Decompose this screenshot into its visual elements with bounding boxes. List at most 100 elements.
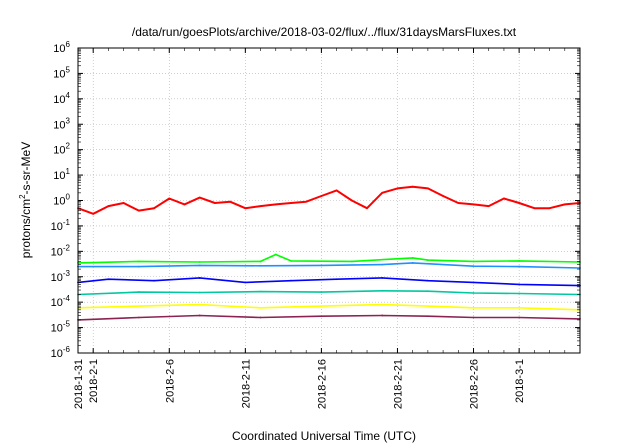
series-point (518, 283, 521, 286)
y-tick-label-exponent: -3 (63, 269, 71, 278)
y-tick-label: 10-3 (51, 269, 71, 284)
series-point (411, 257, 414, 259)
y-tick-label: 106 (53, 40, 70, 55)
series-point (198, 314, 201, 317)
series-point (518, 316, 521, 319)
series-point (137, 305, 140, 308)
y-tick-label-base: 10 (53, 68, 65, 80)
y-tick-label-base: 10 (53, 170, 65, 182)
series-line (78, 262, 581, 269)
y-tick-label-base: 10 (53, 119, 65, 131)
y-axis-label-sup: 2 (18, 194, 27, 199)
x-tick-label: 2018-2-11 (240, 359, 252, 408)
series-point (350, 199, 353, 202)
series-point (92, 212, 95, 215)
series-point (426, 259, 429, 262)
y-tick-label-base: 10 (51, 348, 63, 360)
x-tick-label: 2018-2-16 (316, 359, 328, 409)
y-tick-label-exponent: -5 (63, 320, 71, 329)
series-point (320, 305, 323, 308)
series-point (335, 278, 338, 281)
y-tick-label-base: 10 (51, 221, 63, 233)
series-point (487, 205, 490, 208)
series-point (290, 279, 292, 282)
series-point (472, 292, 475, 294)
x-axis: 2018-1-31 2018-2-1 2018-2-6 2018-2-11 2018-2… (73, 48, 581, 409)
series-point (122, 202, 125, 204)
y-tick-label-exponent: -6 (63, 345, 71, 354)
x-axis-label: Coordinated Universal Time (UTC) (232, 429, 416, 443)
y-tick-label-exponent: 1 (66, 167, 71, 176)
series-point (107, 205, 110, 208)
series-point (153, 279, 155, 282)
series-point (381, 263, 384, 266)
series-point (137, 209, 140, 212)
series-point (259, 316, 262, 319)
y-tick-label-base: 10 (53, 94, 65, 106)
series-point (518, 202, 521, 204)
series-point (411, 262, 414, 264)
y-tick-label: 10-4 (51, 294, 71, 309)
x-tick-label: 2018-2-26 (469, 359, 481, 409)
series-point (290, 202, 292, 204)
series-point (426, 315, 429, 318)
chart-title: /data/run/goesPlots/archive/2018-03-02/f… (132, 25, 517, 39)
series-line (77, 303, 581, 311)
y-tick-label-base: 10 (51, 297, 63, 309)
y-tick-label-base: 10 (53, 145, 65, 157)
series-point (168, 197, 171, 200)
series-point (518, 292, 521, 295)
y-tick-label-exponent: 3 (66, 116, 71, 125)
series-point (259, 290, 262, 293)
y-tick-label: 105 (53, 65, 70, 80)
series-point (472, 265, 475, 268)
y-tick-label: 103 (53, 116, 70, 131)
y-tick-label: 10-5 (51, 320, 71, 335)
series-group (77, 185, 581, 321)
y-tick-label: 10-2 (51, 243, 71, 258)
series-point (305, 200, 308, 203)
y-tick-label-exponent: 2 (66, 142, 71, 151)
x-tick-label: 2018-3-1 (514, 359, 526, 403)
y-tick-label-exponent: 4 (66, 91, 71, 100)
series-point (335, 189, 338, 192)
series-point (244, 207, 247, 210)
y-tick-label-base: 10 (51, 323, 63, 335)
series-point (320, 195, 323, 197)
series-point (274, 203, 277, 206)
y-tick-label-exponent: 6 (66, 40, 71, 49)
series-point (244, 281, 247, 284)
series-point (137, 265, 140, 268)
series-point (259, 205, 262, 208)
y-axis-label-prefix: protons/cm (19, 199, 33, 258)
series-point (381, 289, 384, 292)
y-tick-label-exponent: -2 (63, 243, 71, 252)
series-point (153, 207, 155, 210)
series-point (137, 316, 140, 319)
series-point (214, 202, 216, 204)
y-tick-label: 10-6 (51, 345, 71, 360)
series-point (198, 196, 201, 199)
series-point (183, 203, 186, 206)
series-point (426, 279, 429, 282)
series-line (77, 253, 581, 264)
series-point (320, 264, 323, 267)
y-tick-label-base: 10 (53, 196, 65, 208)
y-axis-label-suffix: -s-sr-MeV (19, 142, 33, 195)
y-tick-label: 100 (53, 193, 70, 208)
series-point (320, 291, 323, 293)
series-point (198, 291, 201, 294)
series-point (229, 200, 232, 203)
series-point (381, 277, 384, 279)
series-point (198, 264, 201, 267)
series-point (259, 264, 262, 267)
series-line (77, 185, 581, 215)
series-point (198, 261, 201, 263)
series-point (503, 197, 505, 200)
series-point (259, 260, 262, 263)
y-tick-label: 101 (53, 167, 70, 182)
series-point (457, 202, 460, 204)
y-tick-label-base: 10 (51, 246, 63, 258)
series-point (472, 203, 475, 206)
